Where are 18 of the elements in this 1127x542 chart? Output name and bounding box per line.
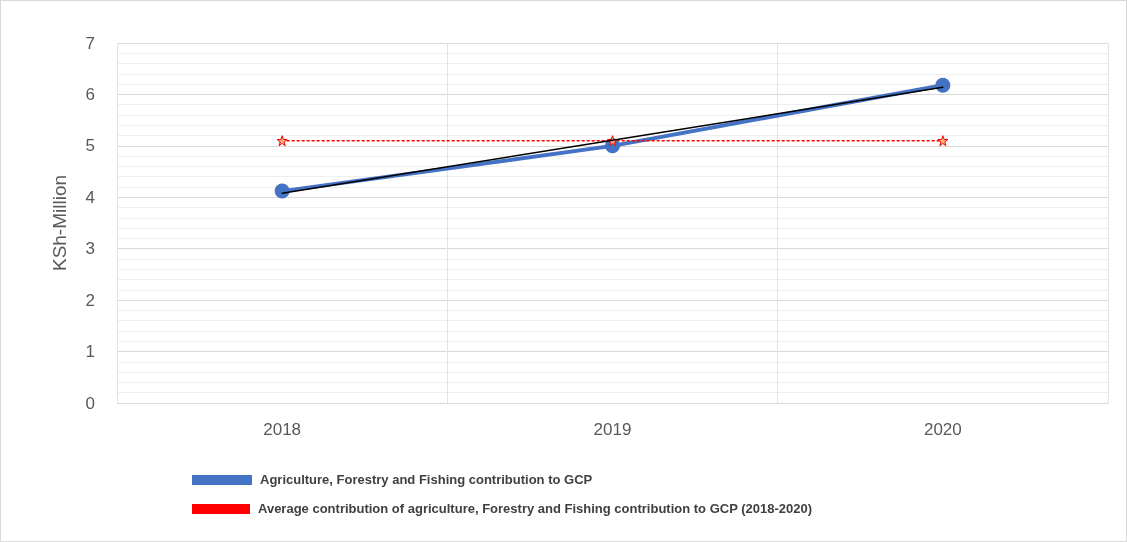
y-tick-label: 6 [85, 84, 95, 104]
y-tick-label: 5 [85, 136, 95, 156]
point [935, 77, 951, 93]
y-tick-label: 4 [85, 187, 95, 207]
point [274, 183, 290, 199]
point [276, 135, 288, 147]
y-tick-label: 3 [85, 239, 95, 259]
point [937, 135, 949, 147]
x-tick-label: 2020 [923, 420, 962, 439]
y-tick-label: 1 [85, 342, 95, 362]
y-axis-title: KSh-Million [49, 174, 70, 272]
legend-label: Average contribution of agriculture, Forestry and Fishing contribution to GCP (2018-2020) [258, 501, 813, 516]
x-tick-label: 2019 [593, 420, 632, 439]
y-tick-label: 0 [85, 393, 95, 413]
x-tick-label: 2018 [263, 420, 302, 439]
legend-label: Agriculture, Forestry and Fishing contribution to GCP [260, 472, 593, 487]
y-tick-label: 2 [85, 290, 95, 310]
y-tick-label: 7 [85, 33, 95, 53]
